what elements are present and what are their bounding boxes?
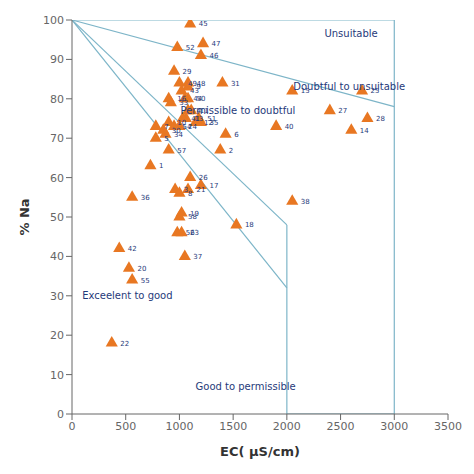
- svg-text:Unsuitable: Unsuitable: [324, 28, 377, 39]
- svg-text:1000: 1000: [165, 420, 193, 433]
- svg-text:21: 21: [197, 186, 206, 194]
- svg-text:29: 29: [183, 68, 192, 76]
- svg-text:41: 41: [191, 115, 200, 123]
- svg-text:1500: 1500: [219, 420, 247, 433]
- svg-text:38: 38: [301, 198, 310, 206]
- svg-text:56: 56: [186, 229, 195, 237]
- svg-text:60: 60: [50, 172, 64, 185]
- svg-text:EC( μS/cm): EC( μS/cm): [220, 444, 300, 459]
- svg-text:8: 8: [188, 190, 192, 198]
- svg-text:34: 34: [174, 131, 183, 139]
- svg-text:30: 30: [50, 290, 64, 303]
- svg-text:48: 48: [197, 80, 206, 88]
- svg-text:46: 46: [209, 52, 218, 60]
- svg-text:7: 7: [164, 123, 168, 131]
- svg-text:3000: 3000: [380, 420, 408, 433]
- svg-text:37: 37: [193, 253, 202, 261]
- svg-text:57: 57: [177, 147, 186, 155]
- svg-text:42: 42: [128, 245, 137, 253]
- svg-text:1: 1: [159, 162, 163, 170]
- svg-text:24: 24: [187, 122, 197, 131]
- svg-text:70: 70: [50, 132, 64, 145]
- svg-text:20: 20: [137, 265, 146, 273]
- svg-text:5: 5: [164, 135, 168, 143]
- svg-text:Good to permissible: Good to permissible: [196, 381, 296, 392]
- svg-text:26: 26: [199, 174, 208, 182]
- svg-text:45: 45: [199, 20, 208, 28]
- svg-text:50: 50: [50, 211, 64, 224]
- svg-text:Exceelent to good: Exceelent to good: [82, 290, 172, 301]
- svg-text:80: 80: [50, 93, 64, 106]
- svg-text:40: 40: [285, 123, 294, 131]
- svg-text:2500: 2500: [327, 420, 355, 433]
- svg-text:500: 500: [115, 420, 136, 433]
- svg-text:28: 28: [376, 115, 385, 123]
- svg-text:Doubtful to unsuitable: Doubtful to unsuitable: [293, 81, 405, 92]
- svg-text:22: 22: [120, 340, 129, 348]
- svg-text:20: 20: [50, 329, 64, 342]
- svg-text:Permissible to doubtful: Permissible to doubtful: [180, 105, 296, 117]
- svg-text:100: 100: [43, 14, 64, 27]
- svg-text:49: 49: [188, 80, 197, 88]
- svg-text:58: 58: [188, 213, 197, 221]
- svg-text:50: 50: [197, 95, 206, 103]
- svg-text:0: 0: [69, 420, 76, 433]
- svg-text:17: 17: [209, 182, 218, 190]
- svg-text:55: 55: [141, 277, 150, 285]
- svg-text:40: 40: [50, 250, 64, 263]
- svg-text:54: 54: [183, 123, 192, 131]
- svg-text:11: 11: [200, 107, 209, 115]
- svg-text:36: 36: [141, 194, 150, 202]
- svg-text:3500: 3500: [434, 420, 462, 433]
- svg-text:25: 25: [371, 87, 380, 95]
- svg-text:51: 51: [207, 115, 216, 123]
- svg-text:3: 3: [183, 185, 189, 194]
- svg-text:% Na: % Na: [17, 198, 32, 235]
- svg-text:27: 27: [338, 107, 347, 115]
- svg-text:15: 15: [301, 87, 310, 95]
- svg-text:2000: 2000: [273, 420, 301, 433]
- svg-text:0: 0: [57, 408, 64, 421]
- svg-text:31: 31: [231, 80, 240, 88]
- svg-text:33: 33: [179, 99, 188, 107]
- svg-text:43: 43: [190, 87, 199, 95]
- svg-text:14: 14: [360, 127, 369, 135]
- svg-text:18: 18: [245, 221, 254, 229]
- svg-text:2: 2: [229, 147, 233, 155]
- svg-text:52: 52: [186, 44, 195, 52]
- svg-text:47: 47: [212, 40, 221, 48]
- svg-text:6: 6: [234, 131, 239, 139]
- svg-text:10: 10: [50, 369, 64, 382]
- svg-text:90: 90: [50, 53, 64, 66]
